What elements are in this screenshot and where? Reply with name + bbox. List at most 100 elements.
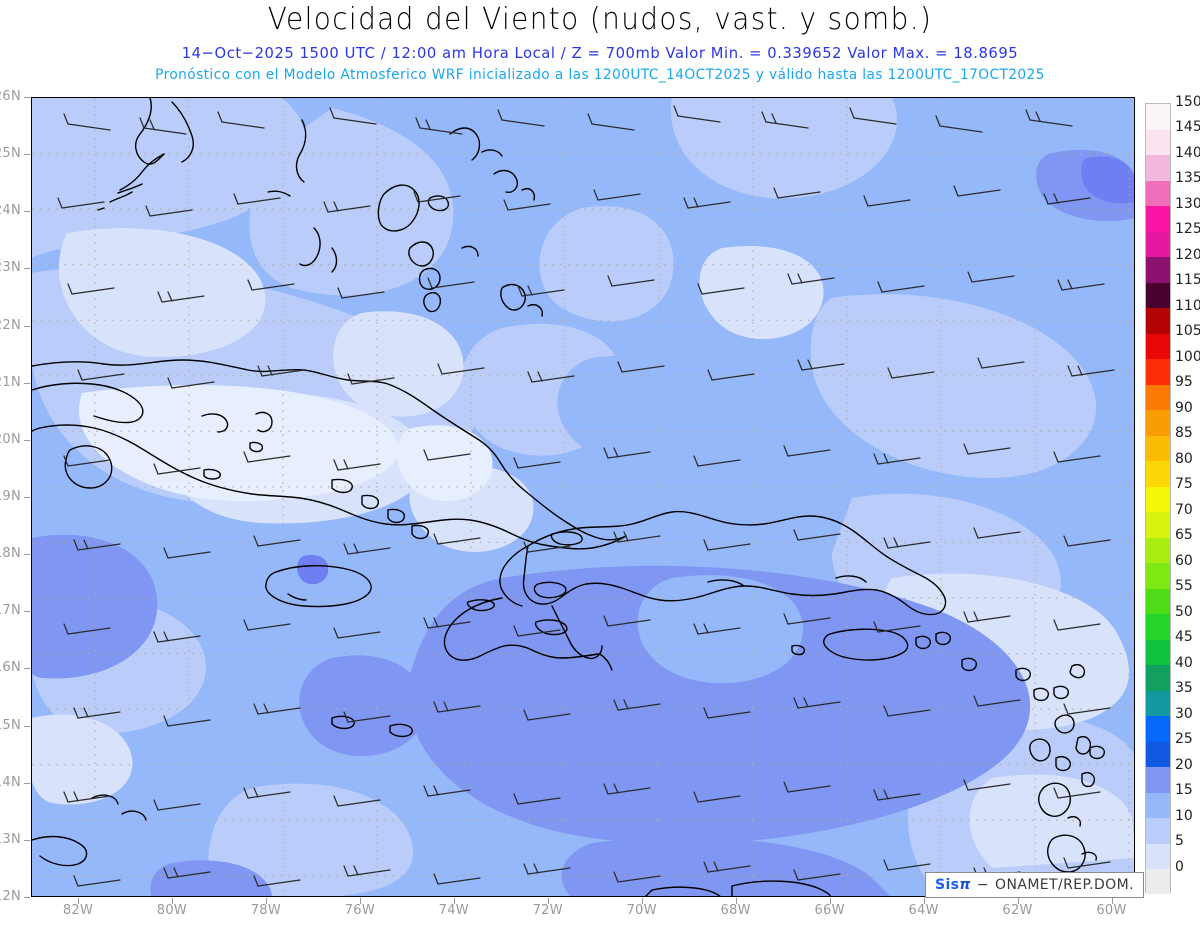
y-axis-tick-label: 13N — [0, 831, 21, 847]
colorbar-band — [1146, 562, 1170, 589]
y-axis-tick — [24, 211, 30, 213]
y-axis-tick-label: 18N — [0, 546, 21, 562]
x-axis-tick-label: 60W — [1096, 903, 1127, 918]
x-axis-tick — [735, 898, 737, 904]
colorbar-band — [1146, 690, 1170, 717]
colorbar-tick-label: 10 — [1175, 807, 1193, 824]
colorbar-band — [1146, 843, 1170, 869]
subtitle-model-info: Pronóstico con el Modelo Atmosferico WRF… — [155, 67, 1045, 83]
coast-cuba-south — [32, 424, 627, 550]
colorbar-tick-label: 60 — [1175, 552, 1193, 569]
colorbar-tick-label: 95 — [1175, 374, 1193, 391]
y-axis-tick — [24, 897, 30, 898]
y-axis-tick-label: 22N — [0, 317, 21, 333]
page-title: Velocidad del Viento (nudos, vast. y som… — [267, 2, 933, 37]
y-axis-tick-label: 14N — [0, 774, 21, 790]
colorbar-band — [1146, 715, 1170, 742]
x-axis-tick — [641, 898, 643, 904]
colorbar-tick-label: 130 — [1175, 195, 1200, 212]
y-axis-tick — [24, 839, 30, 841]
colorbar-tick-label: 105 — [1175, 323, 1200, 340]
x-axis-tick — [77, 898, 79, 904]
shade-band-lightest — [78, 384, 493, 502]
colorbar-band — [1146, 180, 1170, 207]
y-axis-tick — [24, 668, 30, 670]
x-axis-tick — [265, 898, 267, 904]
colorbar-tick-label: 85 — [1175, 425, 1193, 442]
y-axis-tick-label: 26N — [0, 89, 21, 104]
agency-logo: Sis π − ONAMET/REP.DOM. — [925, 872, 1144, 898]
y-axis-tick — [24, 268, 30, 270]
coast-jamaica — [265, 565, 372, 608]
map-plot-area[interactable] — [31, 97, 1135, 897]
coastlines — [32, 98, 1105, 896]
colorbar-band — [1146, 307, 1170, 334]
y-axis-tick-label: 17N — [0, 603, 21, 619]
y-axis-tick-label: 15N — [0, 717, 21, 733]
colorbar-tick-label: 45 — [1175, 629, 1193, 646]
x-axis-tick-label: 70W — [626, 903, 657, 918]
x-axis-tick — [171, 898, 173, 904]
y-axis-tick — [24, 725, 30, 727]
colorbar-tick-label: 5 — [1175, 833, 1184, 850]
y-axis-tick-label: 21N — [0, 374, 21, 390]
colorbar-tick-label: 120 — [1175, 246, 1200, 263]
colorbar-band — [1146, 282, 1170, 309]
colorbar-band — [1146, 384, 1170, 411]
colorbar-band — [1146, 460, 1170, 487]
y-axis-tick-label: 20N — [0, 431, 21, 447]
y-axis-tick — [24, 325, 30, 327]
logo-pi-icon: π — [959, 877, 971, 893]
y-axis-tick — [24, 154, 30, 156]
colorbar-band — [1146, 766, 1170, 793]
colorbar-tick-label: 140 — [1175, 144, 1200, 161]
x-axis-tick-label: 64W — [908, 903, 939, 918]
colorbar-band — [1146, 537, 1170, 564]
logo-separator: − — [976, 877, 990, 893]
colorbar-tick-label: 80 — [1175, 450, 1193, 467]
x-axis-tick-label: 72W — [532, 903, 563, 918]
colorbar-band — [1146, 358, 1170, 385]
logo-agency-text: ONAMET/REP.DOM. — [995, 877, 1134, 893]
colorbar-tick-label: 75 — [1175, 476, 1193, 493]
x-axis-tick-label: 66W — [814, 903, 845, 918]
colorbar-band — [1146, 333, 1170, 360]
colorbar-band — [1146, 868, 1170, 895]
colorbar-tick-label: 40 — [1175, 654, 1193, 671]
x-axis-tick — [829, 898, 831, 904]
y-axis-tick — [24, 554, 30, 556]
x-axis-tick-label: 74W — [438, 903, 469, 918]
colorbar-tick-label: 0 — [1175, 858, 1184, 875]
colorbar-tick-label: 115 — [1175, 272, 1200, 289]
x-axis-tick — [359, 898, 361, 904]
logo-sis-text: Sis — [935, 877, 960, 893]
x-axis-tick — [1017, 898, 1019, 904]
x-axis-tick — [547, 898, 549, 904]
x-axis-tick-label: 80W — [156, 903, 188, 918]
y-axis-tick — [24, 439, 30, 441]
colorbar-band — [1146, 741, 1170, 768]
colorbar-tick-label: 110 — [1175, 297, 1200, 314]
y-axis-tick-label: 25N — [0, 146, 21, 162]
colorbar-tick-label: 135 — [1175, 170, 1200, 187]
colorbar-band — [1146, 205, 1170, 232]
y-axis-tick — [24, 382, 30, 384]
header: Velocidad del Viento (nudos, vast. y som… — [0, 0, 1200, 95]
colorbar-tick-label: 25 — [1175, 731, 1193, 748]
colorbar-tick-label: 55 — [1175, 578, 1193, 595]
colorbar-tick-label: 70 — [1175, 501, 1193, 518]
shade-band-20-25 — [296, 156, 1134, 585]
colorbar[interactable] — [1145, 103, 1171, 895]
weather-map-svg — [32, 98, 1134, 896]
colorbar-tick-label: 35 — [1175, 680, 1193, 697]
y-axis-tick-label: 16N — [0, 660, 21, 676]
wind-barbs — [57, 105, 1115, 887]
colorbar-band — [1146, 154, 1170, 181]
colorbar-tick-label: 100 — [1175, 348, 1200, 365]
coast-cuba-north — [32, 359, 627, 541]
x-axis-tick-label: 62W — [1002, 903, 1033, 918]
x-axis-tick-label: 76W — [344, 903, 375, 918]
colorbar-band — [1146, 256, 1170, 283]
x-axis-tick — [1111, 898, 1113, 904]
coast-hispaniola — [522, 510, 947, 616]
